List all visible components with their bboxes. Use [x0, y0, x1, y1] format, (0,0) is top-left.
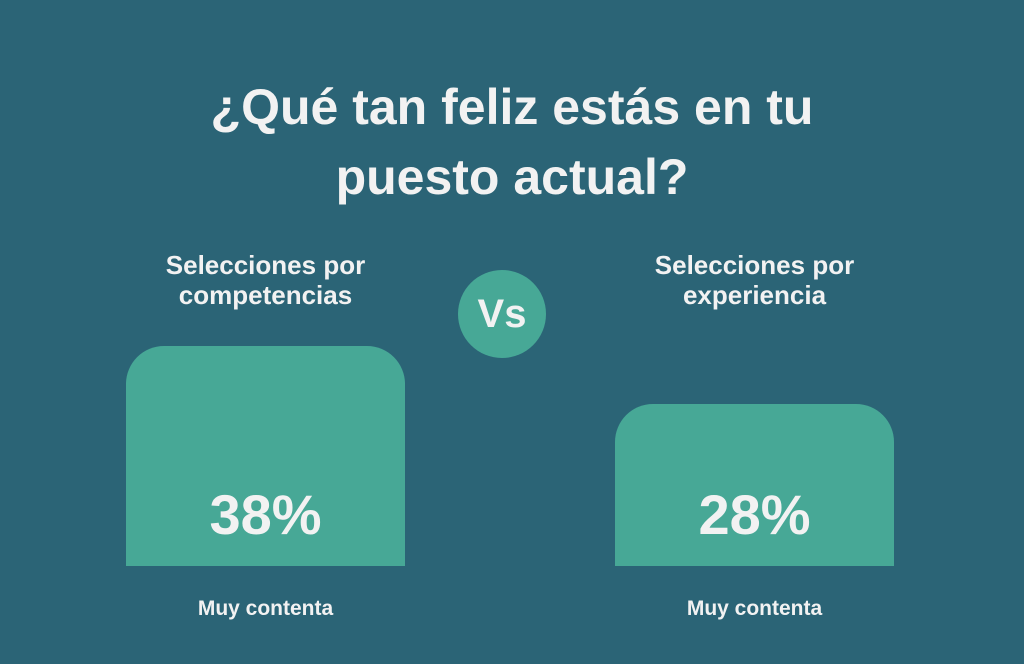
value-label: 28% — [698, 483, 811, 546]
value-label: 38% — [209, 483, 322, 546]
bar-label: Muy contenta — [686, 597, 823, 620]
group-heading: Selecciones por experiencia — [654, 250, 855, 310]
bar — [126, 345, 405, 566]
group-heading: Selecciones por competencias — [165, 250, 366, 310]
chart-title: ¿Qué tan feliz estás en tu puesto actual… — [210, 79, 814, 205]
vs-badge: Vs — [458, 270, 546, 358]
bar — [615, 403, 894, 566]
bar-label: Muy contenta — [197, 597, 334, 620]
